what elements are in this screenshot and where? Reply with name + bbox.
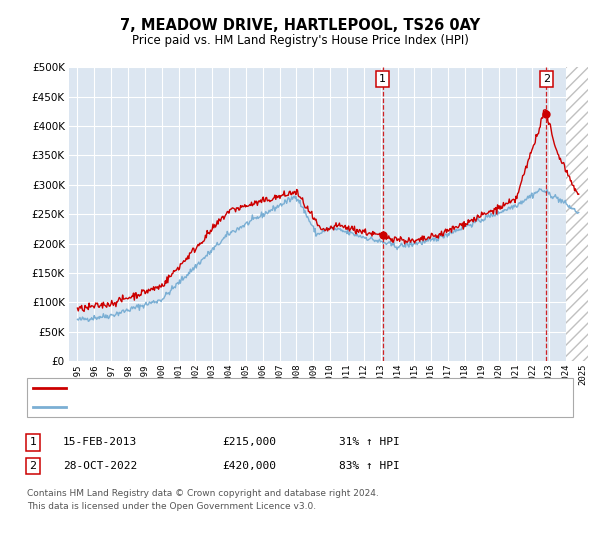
Text: 1: 1 [29, 437, 37, 447]
Text: HPI: Average price, detached house, Hartlepool: HPI: Average price, detached house, Hart… [72, 402, 359, 412]
Text: 2: 2 [29, 461, 37, 471]
Text: Contains HM Land Registry data © Crown copyright and database right 2024.: Contains HM Land Registry data © Crown c… [27, 489, 379, 498]
Bar [566, 67, 600, 361]
Text: 7, MEADOW DRIVE, HARTLEPOOL, TS26 0AY (detached house): 7, MEADOW DRIVE, HARTLEPOOL, TS26 0AY (d… [72, 383, 409, 393]
Text: Price paid vs. HM Land Registry's House Price Index (HPI): Price paid vs. HM Land Registry's House … [131, 34, 469, 47]
Text: £215,000: £215,000 [222, 437, 276, 447]
Text: 1: 1 [379, 74, 386, 84]
Text: 83% ↑ HPI: 83% ↑ HPI [339, 461, 400, 471]
Text: 2: 2 [543, 74, 550, 84]
Bar [566, 67, 600, 361]
Text: £420,000: £420,000 [222, 461, 276, 471]
Text: This data is licensed under the Open Government Licence v3.0.: This data is licensed under the Open Gov… [27, 502, 316, 511]
Text: 15-FEB-2013: 15-FEB-2013 [63, 437, 137, 447]
Text: 7, MEADOW DRIVE, HARTLEPOOL, TS26 0AY: 7, MEADOW DRIVE, HARTLEPOOL, TS26 0AY [120, 18, 480, 32]
Text: 28-OCT-2022: 28-OCT-2022 [63, 461, 137, 471]
Text: 31% ↑ HPI: 31% ↑ HPI [339, 437, 400, 447]
